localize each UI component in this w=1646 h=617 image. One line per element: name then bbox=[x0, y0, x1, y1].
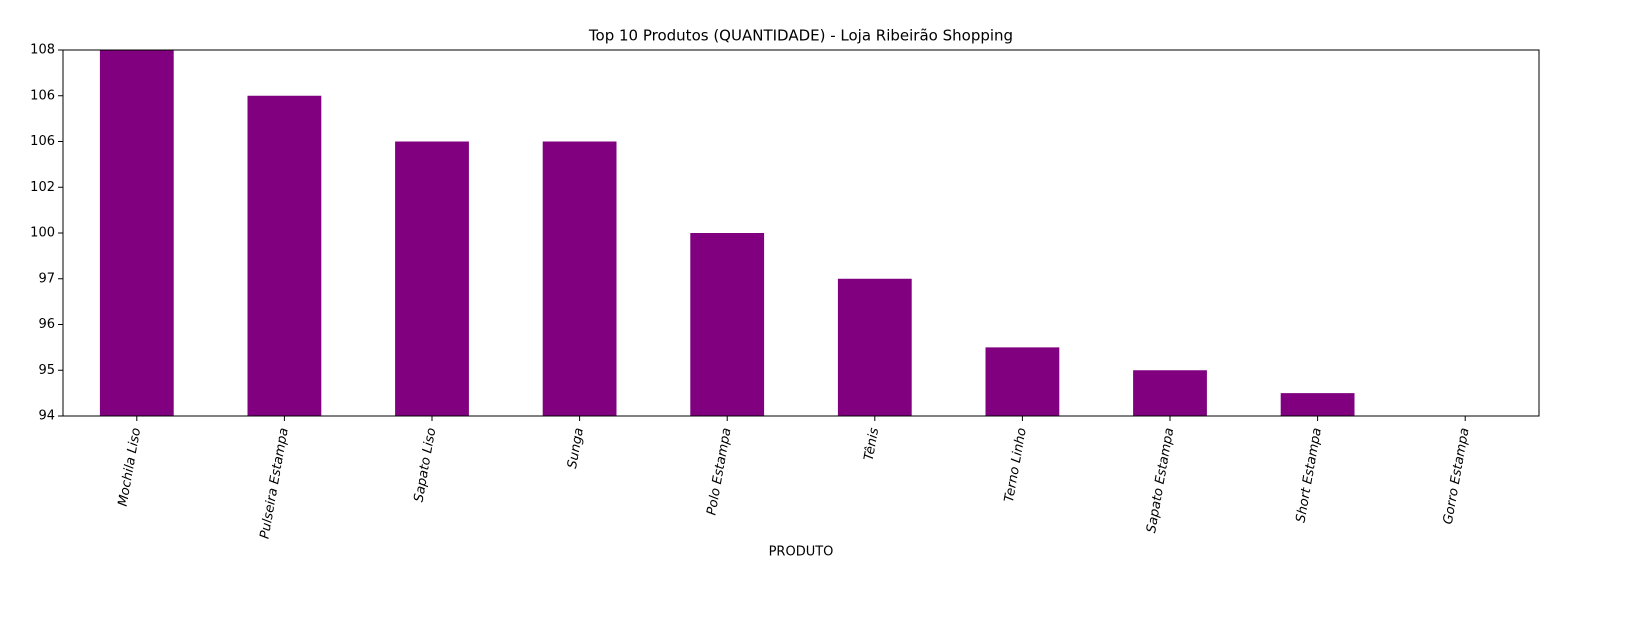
plot-frame bbox=[62, 49, 1540, 417]
y-tick-label: 100 bbox=[30, 226, 55, 241]
bar bbox=[837, 278, 912, 416]
x-tick-label: Gorro Estampa bbox=[1441, 427, 1473, 526]
bar bbox=[395, 141, 469, 416]
x-axis-label: PRODUTO bbox=[769, 545, 834, 560]
bar bbox=[1280, 393, 1355, 416]
x-tick-label: Short Estampa bbox=[1294, 427, 1325, 524]
y-tick-label: 94 bbox=[38, 409, 55, 424]
bar bbox=[247, 95, 322, 416]
y-tick-label: 95 bbox=[38, 363, 55, 378]
bar bbox=[985, 347, 1060, 416]
y-tick-label: 102 bbox=[30, 180, 55, 195]
x-tick-label: Sapato Liso bbox=[412, 427, 440, 504]
y-tick-label: 108 bbox=[30, 43, 55, 58]
y-tick-label: 97 bbox=[38, 271, 55, 286]
chart-title: Top 10 Produtos (QUANTIDADE) - Loja Ribe… bbox=[588, 27, 1013, 45]
bar bbox=[1133, 370, 1207, 416]
bar bbox=[690, 233, 765, 416]
x-tick-label: Sapato Estampa bbox=[1144, 427, 1177, 535]
y-tick-label: 96 bbox=[38, 317, 55, 332]
x-tick-label: Sunga bbox=[565, 427, 587, 470]
x-tick-label: Tênis bbox=[862, 426, 883, 461]
x-tick-label: Pulseira Estampa bbox=[257, 427, 291, 540]
y-tick-label: 106 bbox=[30, 88, 55, 103]
y-tick-label: 106 bbox=[30, 134, 55, 149]
x-tick-label: Terno Linho bbox=[1002, 427, 1030, 504]
x-tick-label: Polo Estampa bbox=[704, 427, 734, 517]
x-tick-label: Mochila Liso bbox=[116, 427, 145, 508]
bar bbox=[99, 50, 174, 416]
bar bbox=[542, 141, 617, 416]
